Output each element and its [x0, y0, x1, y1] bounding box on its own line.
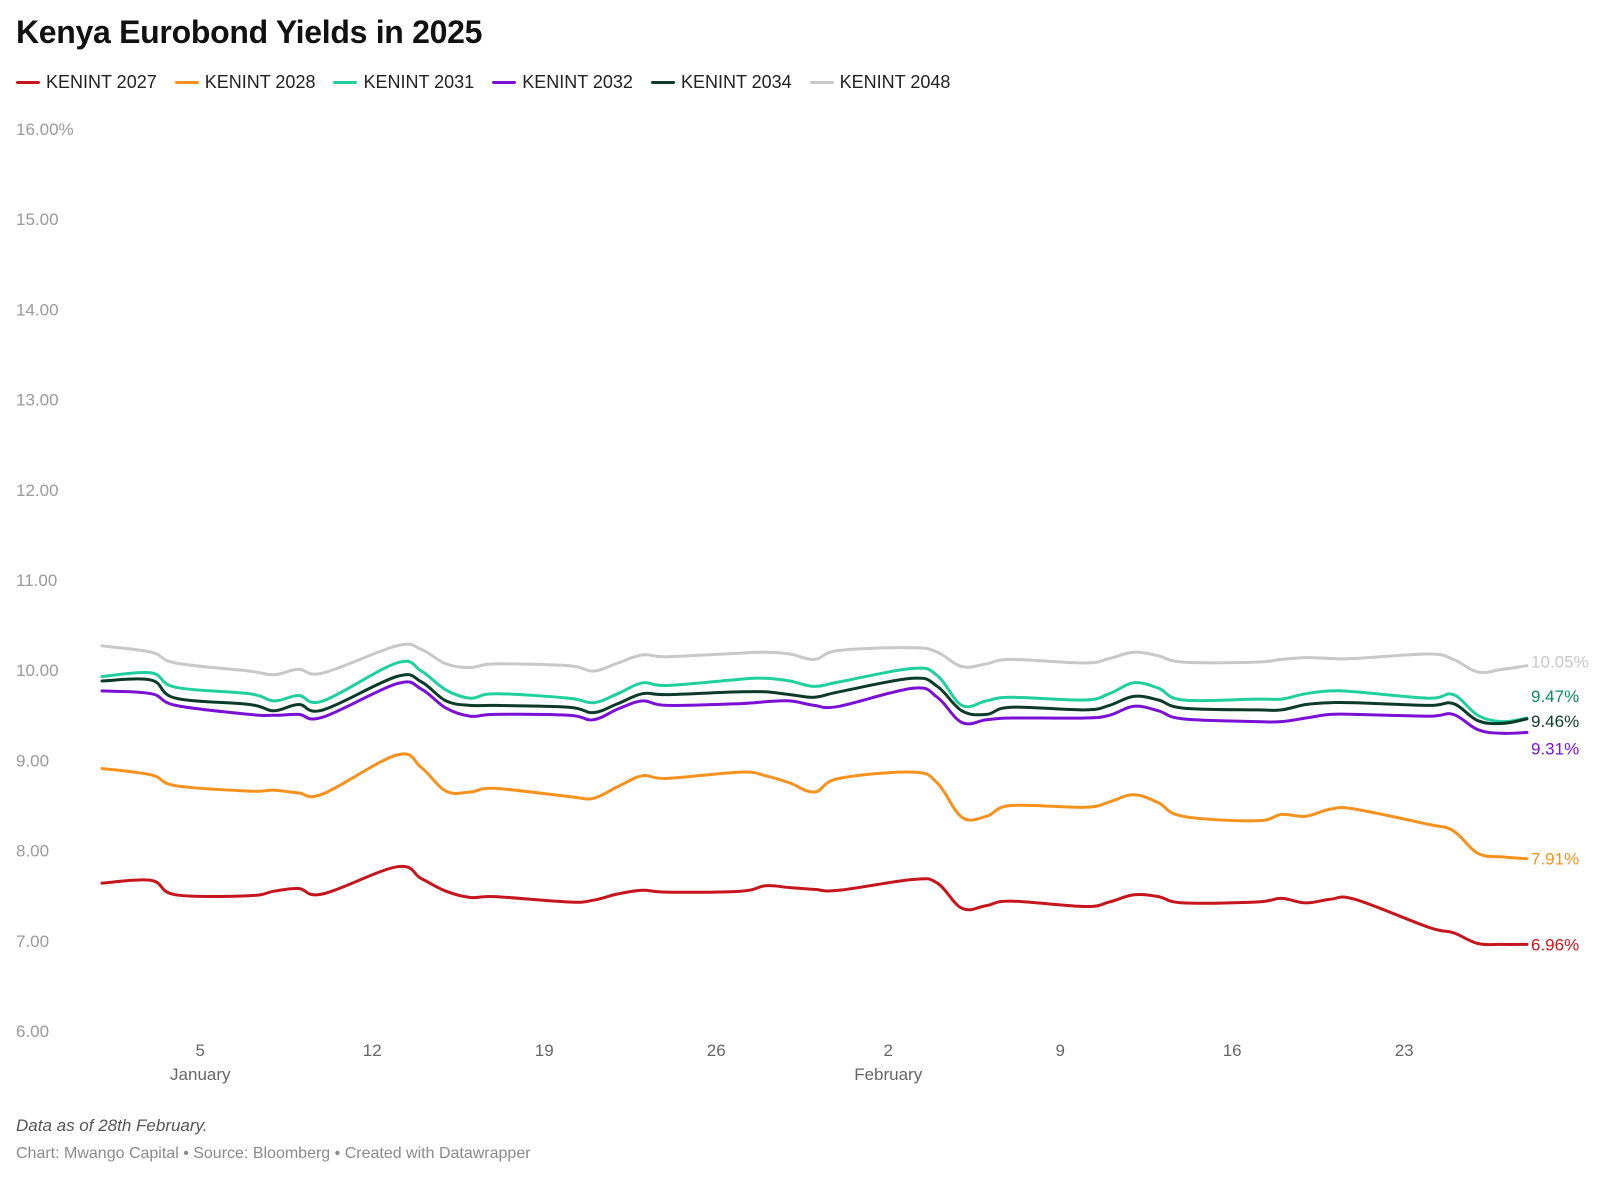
- end-value-label: 9.47%: [1531, 687, 1579, 706]
- chart-title: Kenya Eurobond Yields in 2025: [16, 14, 483, 50]
- y-tick-label: 10.00: [16, 661, 59, 680]
- y-tick-label: 15.00: [16, 210, 59, 229]
- legend-item: KENINT 2027: [16, 72, 157, 93]
- y-tick-label: 12.00: [16, 481, 59, 500]
- y-tick-label: 16.00%: [16, 120, 74, 139]
- legend-item: KENINT 2028: [174, 72, 316, 93]
- y-tick-label: 13.00: [16, 391, 59, 410]
- legend-label: KENINT 2027: [46, 72, 157, 92]
- legend-swatch: [333, 81, 358, 84]
- x-tick-label: 2: [883, 1041, 892, 1060]
- x-tick-label: 16: [1223, 1041, 1242, 1060]
- x-tick-label: 19: [535, 1041, 554, 1060]
- x-tick-label: 12: [363, 1041, 382, 1060]
- legend-swatch: [16, 81, 40, 84]
- x-tick-label: 5: [196, 1041, 205, 1060]
- series-line-kenint-2027: [100, 864, 1529, 947]
- chart-notes: Data as of 28th February.: [16, 1116, 208, 1135]
- end-value-label: 9.31%: [1531, 739, 1579, 758]
- x-tick-label: 9: [1055, 1041, 1064, 1060]
- y-tick-label: 8.00: [16, 842, 49, 861]
- series-line-kenint-2048: [100, 642, 1529, 677]
- x-tick-label: 26: [707, 1041, 726, 1060]
- legend-label: KENINT 2031: [363, 72, 475, 92]
- chart-legend: KENINT 2027 KENINT 2028 KENINT 2031 KENINT …: [16, 72, 950, 93]
- series-line-kenint-2032: [100, 680, 1529, 735]
- chart-credit: Chart: Mwango Capital • Source: Bloomber…: [16, 1145, 531, 1162]
- legend-item: KENINT 2032: [492, 72, 633, 93]
- legend-item: KENINT 2048: [809, 72, 951, 93]
- legend-label: KENINT 2032: [522, 72, 633, 92]
- legend-swatch: [809, 81, 834, 84]
- end-value-label: 6.96%: [1531, 935, 1579, 954]
- legend-swatch: [492, 81, 517, 84]
- legend-label: KENINT 2034: [680, 72, 792, 92]
- legend-swatch: [650, 81, 675, 84]
- y-tick-label: 6.00: [16, 1022, 49, 1041]
- legend-label: KENINT 2028: [204, 72, 316, 92]
- end-value-label: 9.46%: [1531, 712, 1579, 731]
- y-tick-label: 11.00: [16, 571, 57, 590]
- series-line-kenint-2031: [100, 659, 1529, 724]
- series-line-kenint-2034: [100, 673, 1529, 726]
- x-tick-month-label: February: [854, 1065, 923, 1084]
- series-line-kenint-2028: [100, 752, 1529, 861]
- y-tick-label: 14.00: [16, 300, 59, 319]
- x-tick-month-label: January: [170, 1065, 231, 1084]
- legend-item: KENINT 2034: [650, 72, 792, 93]
- legend-swatch: [174, 81, 199, 84]
- end-value-label: 7.91%: [1531, 850, 1579, 869]
- x-tick-label: 23: [1395, 1041, 1414, 1060]
- y-tick-label: 9.00: [16, 751, 49, 770]
- y-tick-label: 7.00: [16, 932, 49, 951]
- end-value-label: 10.05%: [1531, 653, 1589, 672]
- legend-label: KENINT 2048: [839, 72, 951, 92]
- legend-item: KENINT 2031: [333, 72, 474, 93]
